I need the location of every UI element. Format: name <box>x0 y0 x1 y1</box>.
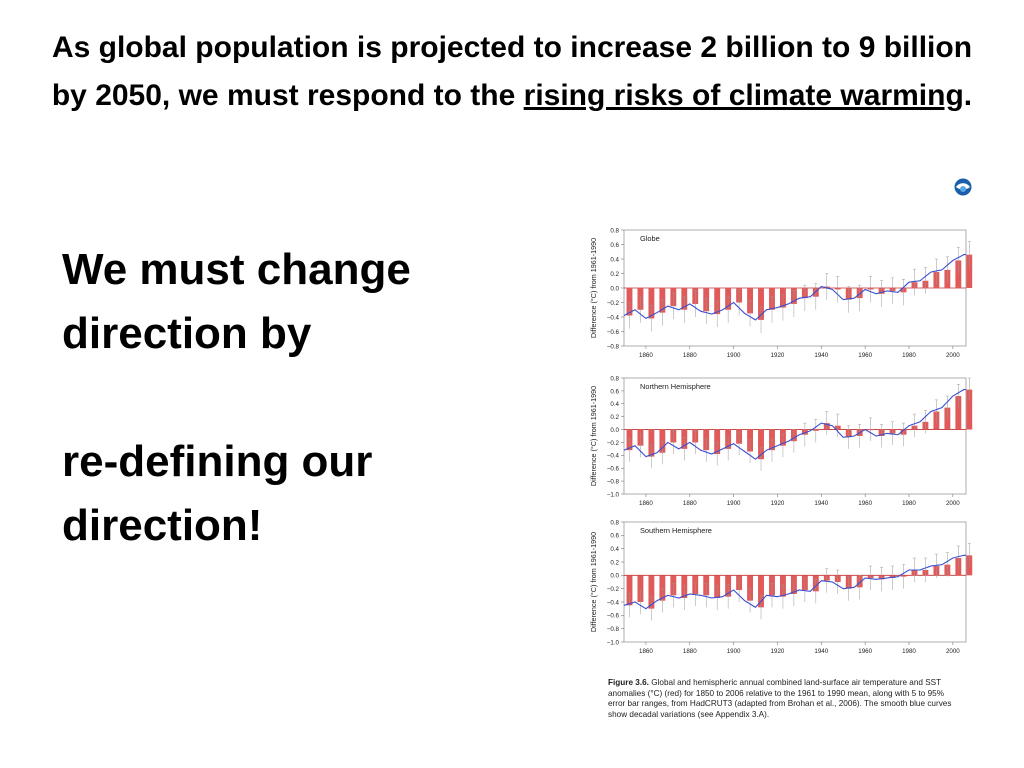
y-tick-label: −1.0 <box>607 639 620 646</box>
decadal-curve <box>623 554 966 610</box>
y-tick-label: 0.4 <box>610 401 619 408</box>
x-tick-label: 1860 <box>639 648 653 655</box>
y-tick-label: −0.2 <box>607 300 620 307</box>
southern-hemisphere-chart: Difference (°C) from 1961-1990 −1.0 −0.8 −0… <box>589 519 973 655</box>
decadal-curve <box>623 389 966 460</box>
x-tick-label: 1900 <box>727 648 741 655</box>
data-bar <box>714 429 721 455</box>
x-tick-label: 1960 <box>858 352 872 359</box>
y-tick-label: −0.4 <box>607 599 620 606</box>
data-bar <box>966 254 973 288</box>
x-tick-label: 1880 <box>683 352 697 359</box>
figure-caption: Figure 3.6. Global and hemispheric annua… <box>608 678 958 720</box>
x-tick-label: 1940 <box>814 352 828 359</box>
headline-link[interactable]: rising risks of climate warming <box>523 79 964 112</box>
x-tick-label: 1900 <box>727 352 741 359</box>
data-bar <box>955 396 962 430</box>
temperature-figure: Difference (°C) from 1961-1990 −0.8 −0.6 −0… <box>584 224 976 664</box>
y-tick-label: −0.6 <box>607 329 620 336</box>
y-tick-label: 0.8 <box>610 519 619 526</box>
y-tick-label: −0.8 <box>607 343 620 350</box>
data-bar <box>648 429 655 457</box>
y-tick-label: 0.6 <box>610 533 619 540</box>
x-tick-label: 1880 <box>683 648 697 655</box>
x-tick-label: 1920 <box>771 352 785 359</box>
y-tick-label: 0.0 <box>610 427 619 434</box>
plot-frame <box>623 521 967 643</box>
data-bar <box>966 389 973 430</box>
data-bar <box>637 575 644 602</box>
data-bar <box>648 288 655 319</box>
y-tick-label: −0.6 <box>607 613 620 620</box>
y-tick-label: −0.8 <box>607 626 620 633</box>
caption-label: Figure 3.6. <box>608 678 649 687</box>
y-tick-label: 0.0 <box>610 285 619 292</box>
x-tick-label: 1860 <box>639 500 653 507</box>
caption-text: Global and hemispheric annual combined l… <box>608 678 952 719</box>
slide-body: We must change direction by re-defining … <box>62 238 502 558</box>
headline-text: As global population is projected to inc… <box>51 31 973 112</box>
y-tick-label: 0.8 <box>610 375 619 382</box>
x-tick-label: 1920 <box>771 648 785 655</box>
y-tick-label: 0.4 <box>610 546 619 553</box>
slide-headline: As global population is projected to inc… <box>40 24 984 120</box>
x-tick-label: 1900 <box>727 500 741 507</box>
x-tick-label: 2000 <box>946 500 960 507</box>
decadal-curve <box>623 254 966 321</box>
y-tick-label: −0.8 <box>607 479 620 486</box>
x-tick-label: 1880 <box>683 500 697 507</box>
y-axis-label: Difference (°C) from 1961-1990 <box>589 532 598 632</box>
data-bar <box>747 575 753 601</box>
noaa-logo-icon <box>954 178 972 196</box>
y-tick-label: 0.0 <box>610 573 619 580</box>
body-line-1: We must change direction by <box>62 245 411 358</box>
y-tick-label: −0.6 <box>607 466 620 473</box>
y-tick-label: 0.8 <box>610 227 619 234</box>
plot-frame <box>623 377 967 495</box>
y-tick-label: 0.2 <box>610 559 619 566</box>
y-tick-label: 0.2 <box>610 271 619 278</box>
data-bar <box>758 429 764 460</box>
x-tick-label: 1980 <box>902 352 916 359</box>
y-tick-label: −1.0 <box>607 491 620 498</box>
body-line-2: re-defining our direction! <box>62 437 373 550</box>
panel-title: Northern Hemisphere <box>640 382 711 391</box>
globe-chart: Difference (°C) from 1961-1990 −0.8 −0.6 −0… <box>589 227 973 359</box>
data-bar <box>626 288 633 316</box>
y-tick-label: 0.6 <box>610 242 619 249</box>
y-axis-label: Difference (°C) from 1961-1990 <box>589 238 598 338</box>
y-axis-label: Difference (°C) from 1961-1990 <box>589 386 598 486</box>
x-tick-label: 1980 <box>902 500 916 507</box>
x-tick-label: 1920 <box>771 500 785 507</box>
x-tick-label: 1940 <box>814 648 828 655</box>
x-tick-label: 1960 <box>858 648 872 655</box>
x-tick-label: 1940 <box>814 500 828 507</box>
x-tick-label: 2000 <box>946 648 960 655</box>
headline-period: . <box>963 79 973 112</box>
y-tick-label: 0.4 <box>610 256 619 263</box>
data-bar <box>955 260 962 288</box>
y-tick-label: −0.4 <box>607 314 620 321</box>
y-tick-label: 0.2 <box>610 414 619 421</box>
y-tick-label: −0.2 <box>607 440 620 447</box>
x-tick-label: 1860 <box>639 352 653 359</box>
panel-title: Globe <box>640 234 660 243</box>
data-bar <box>758 288 764 320</box>
x-tick-label: 1960 <box>858 500 872 507</box>
y-tick-label: −0.2 <box>607 586 620 593</box>
y-tick-label: 0.6 <box>610 388 619 395</box>
data-bar <box>758 575 764 608</box>
data-bar <box>626 575 633 606</box>
panel-title: Southern Hemisphere <box>640 526 712 535</box>
northern-hemisphere-chart: Difference (°C) from 1961-1990 −1.0 −0.8 −0… <box>589 375 973 507</box>
x-tick-label: 2000 <box>946 352 960 359</box>
x-tick-label: 1980 <box>902 648 916 655</box>
y-tick-label: −0.4 <box>607 453 620 460</box>
data-bar <box>648 575 655 609</box>
data-bar <box>659 575 666 601</box>
